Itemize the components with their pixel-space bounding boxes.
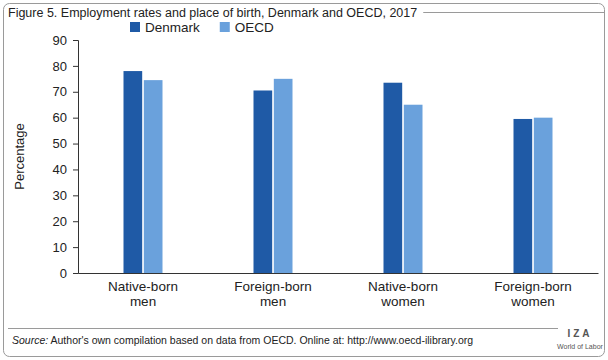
x-tick: Foreign-bornmen [234, 273, 311, 309]
y-tick: 30 [53, 188, 78, 203]
logo-subtext: World of Labor [557, 343, 603, 350]
y-tick-mark [73, 247, 78, 248]
y-tick: 50 [53, 136, 78, 151]
title: Figure 5. Employment rates and place of … [8, 6, 417, 20]
bar [384, 83, 403, 273]
frame [4, 4, 605, 357]
bar [144, 80, 163, 273]
y-tick-label: 40 [53, 162, 67, 177]
y-tick-label: 30 [53, 188, 67, 203]
y-tick: 90 [53, 33, 78, 48]
y-tick: 20 [53, 214, 78, 229]
y-tick: 10 [53, 240, 78, 255]
legend-label: Denmark [145, 20, 200, 35]
y-tick-label: 0 [60, 266, 67, 281]
x-axis-line [79, 273, 599, 274]
y-axis: 0 10 20 30 40 50 60 70 80 90 [53, 33, 79, 281]
y-tick-label: 50 [53, 136, 67, 151]
x-tick: Foreign-bornwomen [494, 273, 571, 309]
x-tick: Native-bornwomen [368, 273, 438, 309]
bar [514, 119, 533, 273]
x-axis: Native-bornmen Foreign-bornmen Native-born… [79, 273, 599, 309]
y-axis-line [73, 41, 79, 274]
y-tick: 0 [60, 266, 78, 281]
y-tick-mark [73, 66, 78, 67]
x-tick-label: Native-bornmen [108, 279, 178, 310]
y-tick-label: 20 [53, 214, 67, 229]
legend-swatch [220, 22, 230, 32]
bar [274, 79, 293, 273]
y-tick-mark [73, 144, 78, 145]
bar [124, 71, 143, 273]
bar [534, 118, 553, 273]
y-tick-mark [73, 273, 78, 274]
legend-swatch [130, 22, 140, 32]
y-tick-label: 10 [53, 240, 67, 255]
y-tick: 60 [53, 110, 78, 125]
title-rule [423, 12, 604, 13]
y-tick-mark [73, 195, 78, 196]
bar [254, 90, 273, 273]
bar [404, 105, 423, 273]
y-tick-label: 70 [53, 84, 67, 99]
source-note: Source: Author's own compilation based o… [12, 334, 473, 346]
y-tick-mark [73, 92, 78, 93]
y-tick: 70 [53, 84, 78, 99]
x-tick: Native-bornmen [108, 273, 178, 309]
logo-text: IZA [567, 328, 592, 339]
plot: 0 10 20 30 40 50 60 70 80 90 Native-bornmen Foreign… [53, 33, 599, 309]
y-tick-mark [73, 221, 78, 222]
y-label: Percentage [12, 123, 27, 190]
source-rule [8, 328, 558, 329]
y-tick-label: 80 [53, 59, 67, 74]
y-tick-label: 90 [53, 33, 67, 48]
y-tick: 40 [53, 162, 78, 177]
legend-label: OECD [235, 20, 274, 35]
y-tick: 80 [53, 59, 78, 74]
y-tick-mark [73, 169, 78, 170]
x-tick-label: Foreign-bornwomen [494, 279, 571, 310]
y-tick-mark [73, 118, 78, 119]
chart: Figure 5. Employment rates and place of … [0, 0, 608, 360]
x-tick-label: Native-bornwomen [368, 279, 438, 310]
y-tick-mark [73, 40, 78, 41]
legend: Denmark OECD [130, 20, 274, 35]
bars [124, 71, 553, 273]
y-tick-label: 60 [53, 110, 67, 125]
x-tick-label: Foreign-bornmen [234, 279, 311, 310]
